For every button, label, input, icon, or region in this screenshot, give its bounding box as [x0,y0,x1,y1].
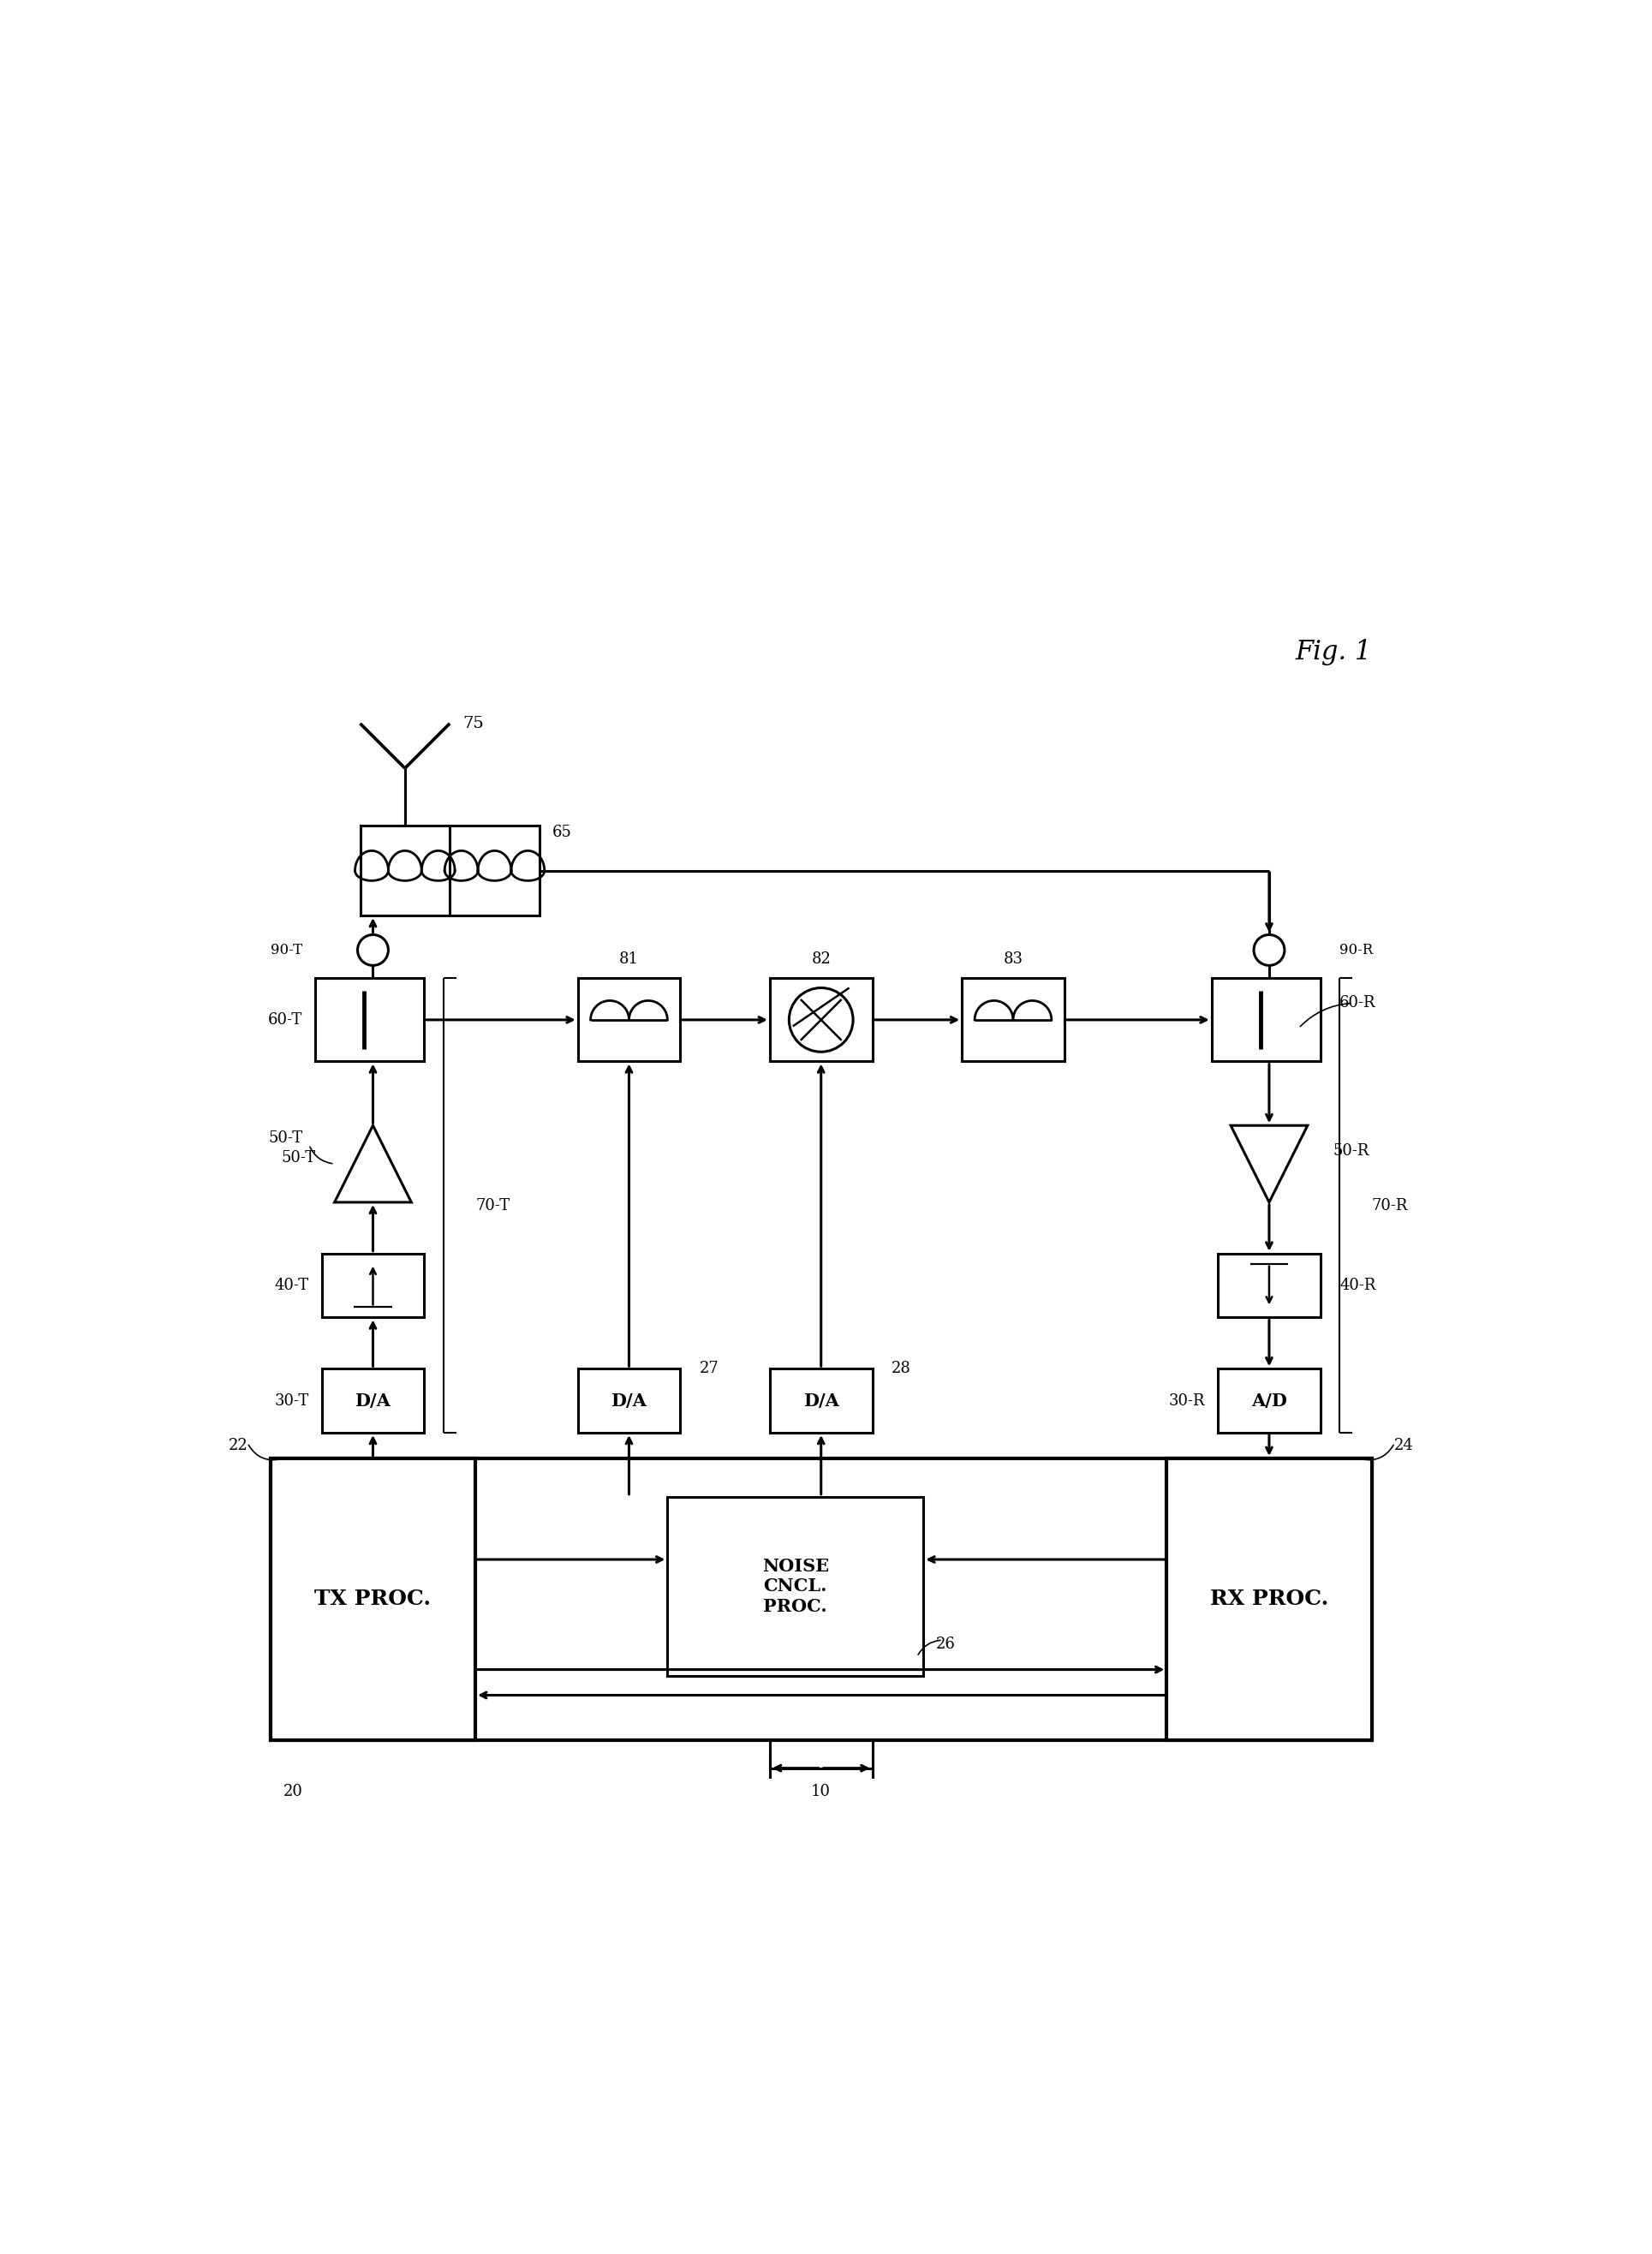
Text: NOISE
CNCL.
PROC.: NOISE CNCL. PROC. [762,1558,829,1614]
Bar [316,978,425,1062]
Bar [271,1458,1371,1740]
Bar [322,1368,425,1434]
Bar [322,1253,425,1319]
Text: 50-T: 50-T [268,1132,302,1145]
Bar [961,978,1064,1062]
Circle shape [357,935,388,965]
Polygon shape [334,1125,411,1201]
Text: 82: 82 [811,951,831,967]
Text: 24: 24 [1394,1438,1414,1454]
Text: A/D: A/D [1251,1393,1287,1409]
Circle shape [1254,935,1285,965]
Polygon shape [1231,1125,1308,1201]
Text: 22: 22 [228,1438,248,1454]
Text: 60-T: 60-T [268,1012,302,1028]
Text: 90-T: 90-T [271,942,302,958]
Text: 70-R: 70-R [1371,1197,1408,1213]
Circle shape [790,987,852,1053]
Text: 28: 28 [892,1361,910,1377]
Text: Fig. 1: Fig. 1 [1295,638,1371,665]
Text: D/A: D/A [611,1393,648,1409]
Text: D/A: D/A [355,1393,392,1409]
Bar [1211,978,1320,1062]
Bar [770,978,872,1062]
Text: 30-T: 30-T [274,1393,309,1409]
Text: 30-R: 30-R [1168,1393,1206,1409]
Text: 70-T: 70-T [476,1197,510,1213]
Text: 75: 75 [463,717,484,730]
Text: 50-T: 50-T [281,1150,316,1165]
Bar [360,825,540,915]
Bar [1166,1458,1371,1740]
Bar [1218,1368,1320,1434]
Text: 50-R: 50-R [1333,1143,1370,1159]
Bar [578,978,681,1062]
Bar [578,1368,681,1434]
Text: D/A: D/A [803,1393,839,1409]
Text: 60-R: 60-R [1340,996,1376,1010]
Bar [1218,1253,1320,1319]
Text: 20: 20 [284,1783,302,1799]
Text: 40-T: 40-T [274,1278,309,1294]
Text: 40-R: 40-R [1340,1278,1376,1294]
Text: 83: 83 [1003,951,1023,967]
Text: 26: 26 [937,1636,957,1652]
Text: 10: 10 [811,1783,831,1799]
Bar [271,1458,476,1740]
Bar [770,1368,872,1434]
Text: 90-R: 90-R [1340,942,1373,958]
Text: 27: 27 [699,1361,719,1377]
Text: 81: 81 [620,951,639,967]
Bar [667,1497,923,1677]
Text: 65: 65 [552,825,572,841]
Text: TX PROC.: TX PROC. [314,1589,431,1609]
Text: RX PROC.: RX PROC. [1209,1589,1328,1609]
